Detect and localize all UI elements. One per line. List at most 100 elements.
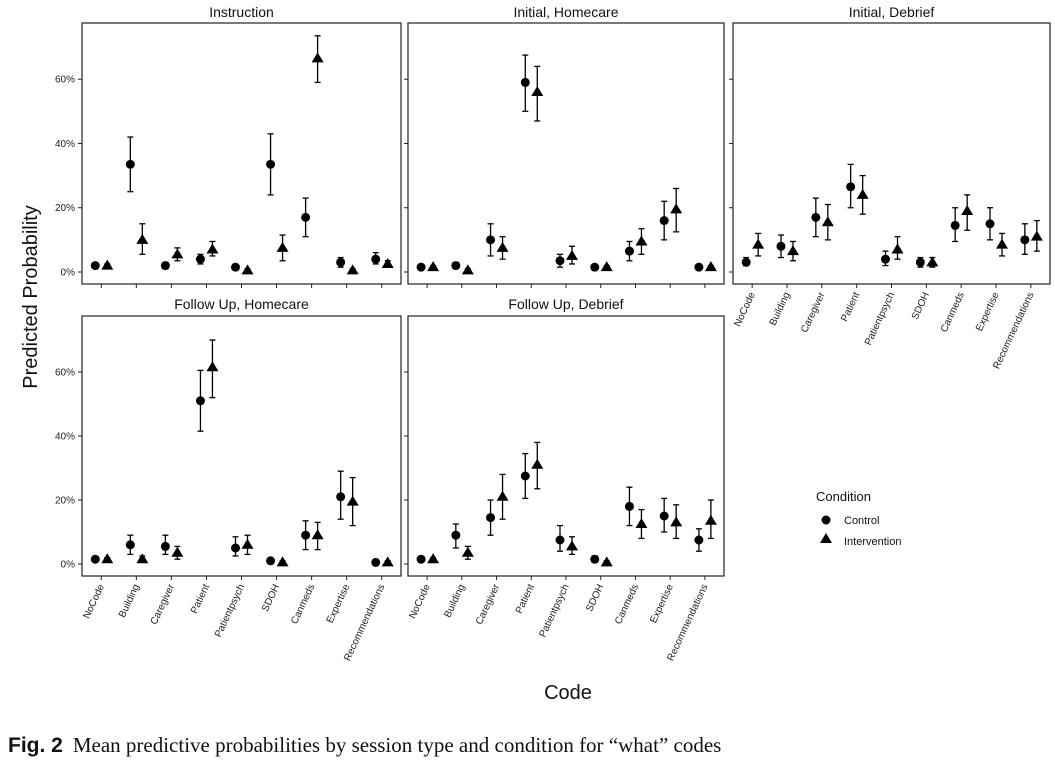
point-intervention [136,553,149,564]
point-control [694,535,704,545]
point-intervention [996,238,1009,249]
panel-1: Instruction 0% 20% 40% 60% [55,4,402,288]
caption-label: Fig. 2 [8,734,63,757]
point-intervention [427,261,440,272]
point-intervention [276,241,289,252]
point-control [231,262,240,272]
point-control [1020,235,1030,245]
point-control [371,557,381,567]
panel-frame [407,22,725,285]
x-tick-label: Canmeds [289,583,317,626]
panel-title: Instruction [209,4,274,20]
point-control [881,254,890,264]
x-tick-label: Building [117,583,142,620]
point-intervention [704,261,717,272]
x-tick-label: Building [768,291,793,328]
facet-panels: Instruction 0% 20% 40% 60% Initial, Homecare I… [55,4,1051,663]
legend-control-marker [821,515,831,525]
point-intervention [670,203,683,214]
point-control [90,261,100,271]
point-control [520,77,530,87]
panel-5: Follow Up, Debrief NoCode Building Caregive… [404,296,725,663]
point-intervention [136,233,149,244]
x-tick-label: NoCode [732,290,758,328]
point-intervention [635,235,648,246]
point-control [950,220,960,230]
point-control [301,212,311,222]
point-intervention [101,553,114,564]
point-control [590,554,600,564]
point-control [266,556,276,566]
point-control [451,261,461,271]
x-tick-label: NoCode [82,582,108,620]
x-tick-label: Patient [514,582,537,615]
point-control [416,262,426,272]
point-control [336,257,346,267]
point-intervention [461,264,474,275]
point-intervention [926,256,939,267]
point-intervention [961,204,974,215]
point-control [371,254,381,264]
panel-frame [81,22,402,285]
point-control [486,235,496,245]
point-intervention [635,518,648,528]
point-intervention [786,245,799,256]
point-intervention [531,458,544,469]
point-control [659,216,669,226]
point-control [555,256,565,266]
legend-title: Condition [816,489,871,504]
point-control [741,257,751,267]
x-tick-label: Patientpsych [863,291,897,348]
figure-canvas: Instruction 0% 20% 40% 60% Initial, Homecare I… [20,4,1051,704]
x-axis-title: Code [544,682,592,704]
point-intervention [821,216,834,227]
panel-4: Follow Up, Homecare 0% 20% 40% 60% NoCode Buil… [55,296,402,663]
panel-3: Initial, Debrief NoCode Building Caregiver P… [729,4,1051,371]
x-tick-label: Patientpsych [538,583,572,640]
y-tick-label: 0% [61,560,76,571]
point-intervention [171,546,184,557]
point-intervention [346,495,359,506]
panel-title: Follow Up, Homecare [174,296,309,312]
point-intervention [566,540,578,551]
x-tick-label: Expertise [974,290,1002,333]
point-intervention [670,516,683,527]
figure-caption: Fig. 2 Mean predictive probabilities by s… [8,733,721,758]
point-control [520,471,530,481]
point-control [846,182,856,192]
legend-control-label: Control [844,515,879,527]
point-control [985,219,995,229]
point-control [811,212,821,222]
point-intervention [1030,230,1043,241]
point-intervention [311,52,324,63]
point-control [90,554,100,564]
point-intervention [704,514,717,525]
point-control [659,511,669,521]
point-intervention [600,261,613,272]
y-tick-label: 60% [55,368,75,379]
point-intervention [276,556,289,567]
point-control [266,159,276,169]
point-intervention [461,546,474,557]
caption-text: Mean predictive probabilities by session… [72,733,722,757]
point-intervention [101,259,114,270]
point-control [555,535,565,545]
point-control [231,543,240,553]
point-control [195,254,205,264]
point-intervention [241,538,254,549]
point-control [160,261,170,271]
point-control [486,513,496,523]
x-tick-label: SDOH [910,291,932,322]
point-control [160,541,170,551]
y-tick-label: 20% [55,496,75,507]
y-tick-label: 40% [55,432,75,443]
point-intervention [206,243,219,254]
point-intervention [600,556,613,567]
point-control [125,159,135,169]
point-control [590,262,600,272]
x-tick-label: Expertise [325,582,353,625]
point-control [451,530,461,540]
x-tick-label: Caregiver [474,582,503,627]
point-control [195,396,205,406]
point-intervention [381,257,394,268]
